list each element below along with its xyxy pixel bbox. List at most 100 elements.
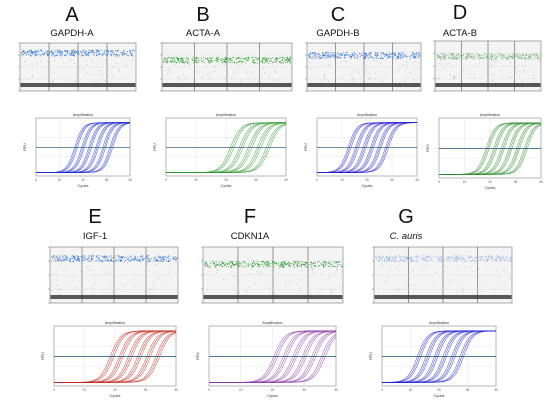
droplet-positive [262,60,263,62]
droplet-positive [104,256,105,258]
droplet-positive [345,55,347,56]
droplet-positive [117,54,119,55]
droplet-rain [521,64,523,65]
droplet-positive [361,55,363,57]
droplet-positive [510,256,512,258]
droplet-rain [450,74,451,76]
amp-xtick: 30 [514,180,518,184]
droplet-positive [77,258,79,260]
panel-letter-c: C [330,4,346,26]
droplet-positive [337,53,339,55]
droplet-positive [257,62,259,64]
droplet-positive [452,58,454,60]
droplet-positive [501,57,502,59]
droplet-positive [462,55,464,56]
droplet-positive [44,54,45,55]
droplet-positive [472,258,474,260]
droplet-positive [266,57,267,59]
droplet-rain [236,274,237,276]
droplet-positive [61,255,63,257]
droplet-positive [222,266,224,268]
droplet-positive [40,55,42,57]
droplet-positive [510,259,512,261]
droplet-positive [60,259,62,261]
droplet-positive [364,56,366,58]
droplet-positive [228,58,230,60]
droplet-positive [244,261,246,263]
droplet-rain [93,81,95,82]
droplet-positive [220,264,221,266]
droplet-positive [227,59,228,61]
droplet-positive [341,54,343,56]
droplet-rain [94,284,96,285]
droplet-positive [266,261,268,262]
droplet-positive [210,266,211,268]
droplet-positive [287,262,289,263]
droplet-positive [529,58,531,59]
droplet-rain [301,270,303,271]
droplet-positive [490,256,492,258]
droplet-positive [413,56,415,58]
droplet-rain [403,64,404,66]
droplet-positive [456,54,458,56]
droplet-positive [120,256,122,257]
droplet-positive [216,57,218,59]
droplet-positive [388,55,390,57]
droplet-positive [36,50,38,52]
droplet-positive [313,262,315,264]
droplet-positive [78,54,80,56]
droplet-positive [312,57,313,59]
droplet-positive [524,56,526,58]
droplet-positive [261,263,263,265]
droplet-rain [70,79,71,81]
droplet-positive [402,260,404,262]
droplet-rain [279,267,281,269]
droplet-rain [90,269,92,271]
droplet-positive [69,259,71,260]
droplet-positive [411,55,413,56]
droplet-positive [204,263,206,265]
droplet-positive [131,55,133,56]
droplet-positive [282,264,284,265]
droplet-positive [406,56,408,57]
droplet-positive [147,257,149,259]
droplet-positive [469,56,471,58]
droplet-positive [45,52,47,53]
droplet-positive [369,52,371,54]
droplet-positive [288,265,290,267]
droplet-rain [365,71,367,73]
droplet-positive [314,265,316,266]
droplet-positive [478,54,479,55]
droplet-positive [375,52,377,53]
droplet-positive [445,259,447,260]
droplet-rain [380,63,381,64]
droplet-positive [22,49,24,51]
droplet-rain [350,75,352,76]
droplet-positive [508,58,509,60]
droplet-positive [287,57,288,59]
droplet-rain [368,78,370,80]
droplet-rain [308,269,309,270]
droplet-positive [468,257,470,258]
droplet-positive [73,257,75,259]
droplet-positive [49,52,51,54]
droplet-positive [422,259,424,260]
droplet-positive [167,257,169,259]
droplet-positive [125,257,127,258]
droplet-rain [308,287,309,289]
droplet-positive [463,54,464,56]
droplet-positive [406,56,408,58]
droplet-positive [378,57,379,59]
droplet-rain [260,273,262,274]
droplet-positive [98,50,99,52]
droplet-positive [401,52,403,54]
droplet-positive [515,54,517,56]
droplet-positive [254,62,255,64]
droplet-positive [477,57,479,58]
droplet-scatter-c [305,42,422,92]
droplet-positive [400,56,402,58]
amp-curve [439,124,542,175]
droplet-positive [238,261,240,263]
droplet-positive [71,257,73,259]
droplet-rain [444,271,446,273]
